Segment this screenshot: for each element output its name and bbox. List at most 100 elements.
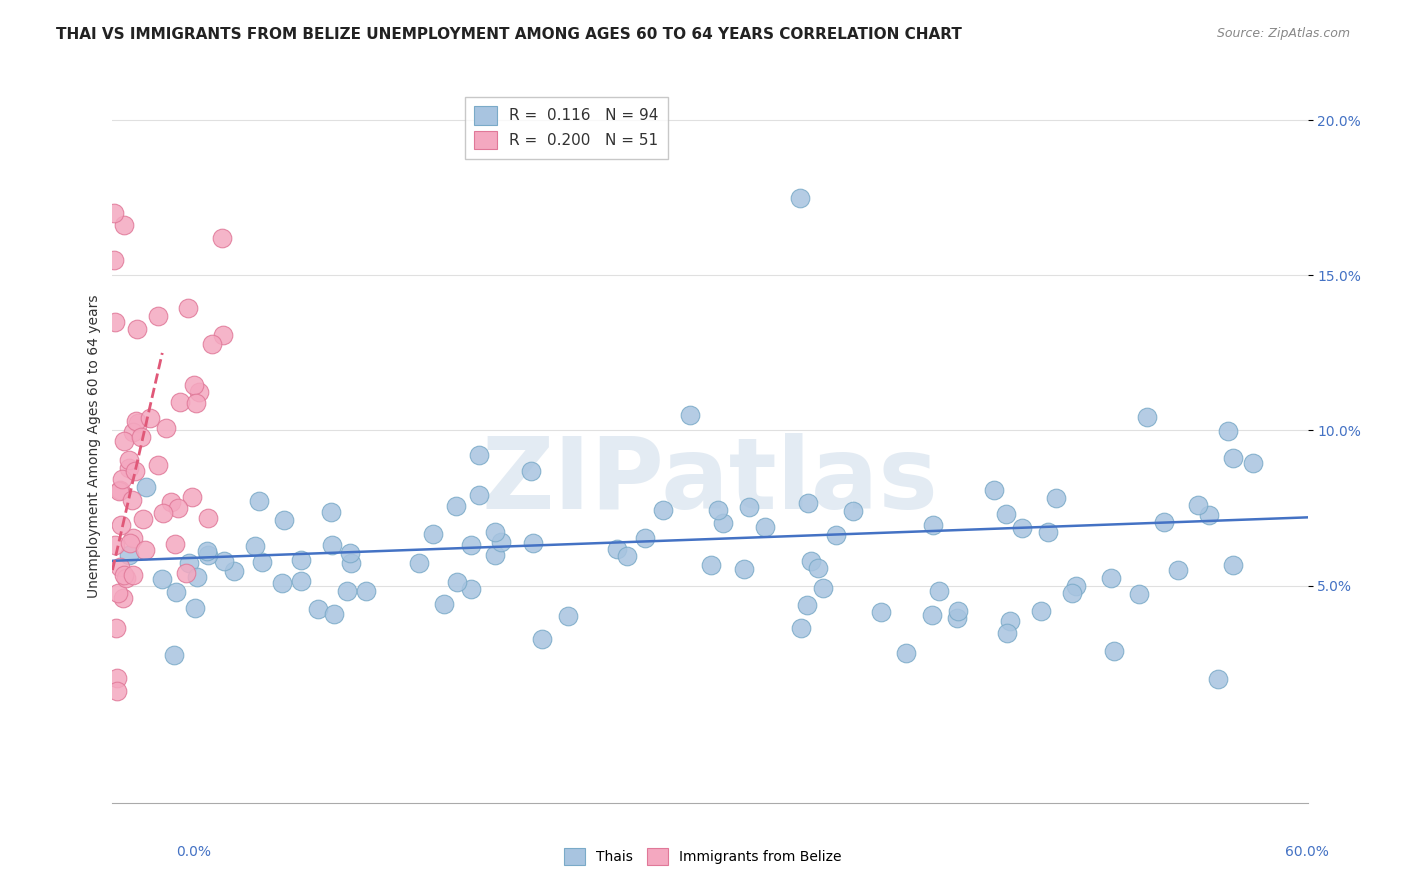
Point [789,191,811,205]
Point [110,518,132,533]
Point [1038,525,1060,540]
Text: 60.0%: 60.0% [1285,846,1329,859]
Point [146,309,169,323]
Point [616,549,638,563]
Point [460,538,482,552]
Point [118,460,141,475]
Point [108,483,131,497]
Point [995,626,1018,640]
Point [678,408,700,422]
Point [124,465,146,479]
Point [201,336,224,351]
Point [112,591,135,606]
Point [323,607,346,622]
Point [186,569,208,583]
Point [811,581,834,595]
Point [841,504,863,518]
Point [107,585,129,599]
Point [354,583,377,598]
Point [1031,604,1053,618]
Point [460,582,482,596]
Legend: Thais, Immigrants from Belize: Thais, Immigrants from Belize [558,842,848,871]
Point [433,597,456,611]
Point [825,528,848,542]
Point [121,568,143,582]
Point [150,573,173,587]
Point [148,458,170,473]
Point [167,501,190,516]
Text: THAI VS IMMIGRANTS FROM BELIZE UNEMPLOYMENT AMONG AGES 60 TO 64 YEARS CORRELATIO: THAI VS IMMIGRANTS FROM BELIZE UNEMPLOYM… [56,27,962,42]
Point [249,494,271,508]
Point [110,560,132,574]
Point [922,518,945,533]
Point [733,562,755,576]
Point [103,252,125,267]
Point [112,568,135,582]
Point [139,411,162,425]
Point [186,396,208,410]
Point [446,574,468,589]
Point [273,512,295,526]
Point [737,500,759,514]
Point [807,561,830,575]
Point [112,219,135,233]
Point [422,527,444,541]
Point [250,555,273,569]
Point [118,548,141,562]
Point [105,671,128,685]
Point [127,416,149,430]
Point [319,505,342,519]
Point [110,471,132,485]
Point [290,574,312,588]
Point [184,600,207,615]
Point [796,598,818,612]
Point [1060,585,1083,599]
Point [271,576,294,591]
Point [998,615,1021,629]
Point [1064,579,1087,593]
Point [484,525,506,540]
Point [197,548,219,562]
Point [946,604,969,618]
Point [531,632,554,646]
Point [1167,563,1189,577]
Point [340,556,363,570]
Point [224,564,246,578]
Point [1128,587,1150,601]
Point [444,499,467,513]
Point [1099,571,1122,585]
Point [104,315,127,329]
Point [522,536,544,550]
Point [1011,521,1033,535]
Point [713,516,735,530]
Point [1153,515,1175,529]
Text: ZIPatlas: ZIPatlas [482,434,938,530]
Point [118,536,141,550]
Point [160,495,183,509]
Point [1222,450,1244,465]
Point [1198,508,1220,522]
Point [165,537,187,551]
Point [180,490,202,504]
Point [946,611,969,625]
Point [800,554,823,568]
Point [700,558,723,573]
Text: 0.0%: 0.0% [176,846,211,859]
Point [105,621,128,635]
Point [183,378,205,392]
Point [163,648,186,662]
Point [557,608,579,623]
Point [1187,498,1209,512]
Point [243,540,266,554]
Point [894,646,917,660]
Point [1136,409,1159,424]
Point [1241,456,1264,470]
Point [1045,491,1067,505]
Point [339,546,361,560]
Point [121,425,143,440]
Point [211,327,233,342]
Point [129,430,152,444]
Point [520,464,543,478]
Point [1104,644,1126,658]
Point [104,538,127,552]
